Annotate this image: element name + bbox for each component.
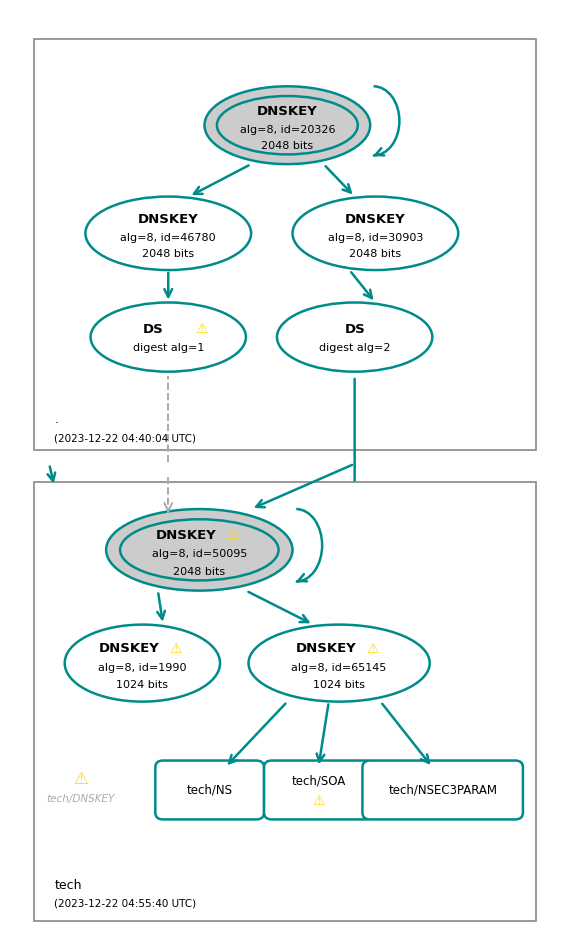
Ellipse shape bbox=[249, 624, 430, 701]
Text: alg=8, id=30903: alg=8, id=30903 bbox=[328, 232, 423, 243]
FancyBboxPatch shape bbox=[155, 760, 264, 820]
Text: ⚠: ⚠ bbox=[73, 770, 88, 788]
Ellipse shape bbox=[277, 303, 432, 371]
Text: alg=8, id=1990: alg=8, id=1990 bbox=[98, 663, 187, 673]
Text: 2048 bits: 2048 bits bbox=[349, 249, 402, 259]
Text: 2048 bits: 2048 bits bbox=[173, 567, 225, 576]
FancyBboxPatch shape bbox=[264, 760, 373, 820]
Text: DNSKEY: DNSKEY bbox=[345, 213, 406, 226]
FancyBboxPatch shape bbox=[34, 39, 536, 449]
Ellipse shape bbox=[65, 624, 220, 701]
FancyBboxPatch shape bbox=[34, 482, 536, 921]
Ellipse shape bbox=[85, 196, 251, 270]
Text: tech/DNSKEY: tech/DNSKEY bbox=[46, 794, 114, 804]
Text: 2048 bits: 2048 bits bbox=[261, 141, 314, 151]
Text: 1024 bits: 1024 bits bbox=[313, 680, 365, 690]
Text: DNSKEY: DNSKEY bbox=[257, 105, 318, 118]
Text: alg=8, id=65145: alg=8, id=65145 bbox=[291, 663, 387, 673]
Text: DNSKEY: DNSKEY bbox=[156, 529, 217, 541]
Text: DS: DS bbox=[344, 322, 365, 336]
Text: alg=8, id=50095: alg=8, id=50095 bbox=[151, 549, 247, 559]
Text: (2023-12-22 04:55:40 UTC): (2023-12-22 04:55:40 UTC) bbox=[55, 899, 196, 908]
Ellipse shape bbox=[120, 519, 279, 580]
Text: tech/NS: tech/NS bbox=[187, 783, 233, 796]
Text: digest alg=2: digest alg=2 bbox=[319, 343, 390, 353]
Ellipse shape bbox=[292, 196, 458, 270]
Text: ⚠: ⚠ bbox=[226, 528, 239, 542]
Text: digest alg=1: digest alg=1 bbox=[133, 343, 204, 353]
FancyBboxPatch shape bbox=[362, 760, 523, 820]
Text: ⚠: ⚠ bbox=[170, 642, 182, 655]
Text: DNSKEY: DNSKEY bbox=[99, 642, 160, 655]
Text: tech/SOA: tech/SOA bbox=[291, 775, 345, 788]
Text: ⚠: ⚠ bbox=[196, 322, 208, 337]
Text: tech/NSEC3PARAM: tech/NSEC3PARAM bbox=[388, 783, 497, 796]
Text: alg=8, id=46780: alg=8, id=46780 bbox=[121, 232, 216, 243]
Text: .: . bbox=[55, 413, 59, 426]
Text: ⚠: ⚠ bbox=[312, 794, 325, 808]
Text: DNSKEY: DNSKEY bbox=[296, 642, 357, 655]
Ellipse shape bbox=[106, 509, 292, 590]
Text: (2023-12-22 04:40:04 UTC): (2023-12-22 04:40:04 UTC) bbox=[55, 433, 196, 444]
Text: 1024 bits: 1024 bits bbox=[117, 680, 168, 690]
Text: 2048 bits: 2048 bits bbox=[142, 249, 195, 259]
Ellipse shape bbox=[204, 86, 370, 164]
Text: ⚠: ⚠ bbox=[366, 642, 379, 655]
Text: DNSKEY: DNSKEY bbox=[138, 213, 199, 226]
Ellipse shape bbox=[217, 96, 358, 154]
Text: tech: tech bbox=[55, 879, 82, 892]
Ellipse shape bbox=[90, 303, 246, 371]
Text: DS: DS bbox=[142, 322, 163, 336]
Text: alg=8, id=20326: alg=8, id=20326 bbox=[240, 124, 335, 134]
